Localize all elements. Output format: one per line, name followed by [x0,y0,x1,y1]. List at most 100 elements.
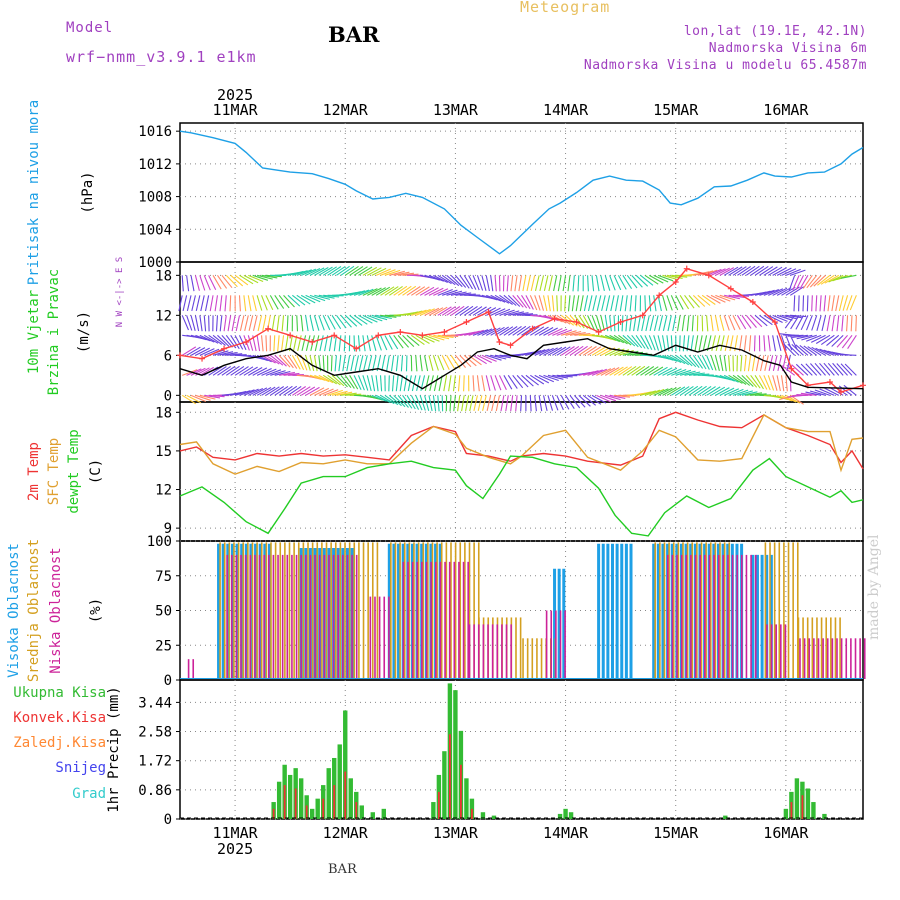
wind-arrow [621,315,624,332]
wind-arrow [203,315,207,332]
precip-legend-item: Zaledj.Kisa [13,735,106,751]
precip-total-bar [557,813,563,819]
wind-arrow [296,386,311,396]
gust-line-marker [419,332,426,339]
wind-arrow [556,329,572,336]
wind-arrow [226,353,243,356]
wind-arrow [318,388,334,396]
wind-arrow [653,315,659,332]
wind-arrow [346,355,351,372]
wind-arrow [286,315,289,332]
wind-arrow [424,375,430,392]
wind-arrow [300,315,304,332]
wind-arrow [428,274,445,282]
wind-arrow [507,375,518,389]
wind-arrow [604,275,611,291]
y-axis-label: (m/s) [76,311,92,353]
wind-arrow [446,306,461,316]
wind-arrow [530,275,536,292]
wind-arrow [556,346,571,356]
wind-arrow [805,391,822,396]
wind-arrow [565,330,582,336]
wind-arrow [759,314,773,326]
wind-arrow [215,315,219,332]
wind-arrow [768,288,784,296]
wind-arrow [648,295,652,312]
x-tick-label-top: 15MAR [653,101,699,119]
wind-arrow [252,367,268,376]
wind-arrow [693,385,707,396]
wind-arrow [675,369,692,376]
wind-arrow [371,335,377,351]
wind-arrow [666,386,681,396]
wind-arrow [239,389,255,396]
wind-arrow [747,355,752,372]
wind-arrow [772,314,788,322]
wind-arrow [353,266,368,276]
wind-arrow [786,355,791,372]
wind-arrow [701,386,716,396]
wind-arrow [331,374,345,387]
wind-arrow [835,295,840,312]
wind-arrow [230,365,245,376]
wind-arrow [671,386,686,396]
wind-arrow [591,315,599,331]
wind-arrow [455,305,469,316]
wind-arrow [271,315,276,332]
wind-arrow [331,265,346,276]
wind-arrow [644,274,659,285]
wind-arrow [314,387,330,396]
wind-arrow [538,327,554,336]
precip-total-bar [315,798,320,819]
wind-arrow [204,394,221,399]
wind-arrow [763,335,766,352]
precip-total-bar [491,815,497,819]
wind-arrow [505,395,509,412]
wind-arrow [330,355,333,372]
wind-arrow [265,386,280,396]
wind-arrow [406,286,421,296]
wind-arrow [802,275,813,289]
wind-arrow [525,374,539,386]
wind-arrow [300,294,316,304]
wind-arrow [406,334,420,347]
wind-arrow [711,335,716,352]
wind-arrow [415,286,430,296]
precip-conv-bar [272,808,275,819]
wind-arrow [715,387,730,396]
wind-arrow [776,335,782,352]
wind-arrow [349,314,363,326]
wind-arrow [738,335,743,352]
wind-arrow [569,331,586,336]
wind-arrow [662,387,677,396]
wind-arrow [367,267,382,276]
wind-arrow [371,394,387,402]
wind-arrow [231,315,236,332]
wind-arrow [204,348,220,356]
wind-arrow [446,355,456,370]
wind-arrow [284,335,289,352]
gust-line-marker [353,345,360,352]
wind-arrow [622,365,637,376]
wind-arrow [596,295,602,312]
wind-arrow [697,385,712,396]
wind-arrow [477,395,483,412]
wind-arrow [428,334,445,341]
gust-line-marker [496,339,503,345]
wind-arrow [375,286,391,296]
wind-arrow [694,335,699,352]
wind-arrow [732,389,749,396]
gust-line-marker [860,382,866,389]
wind-arrow [490,294,506,303]
wind-arrow [557,275,562,292]
wind-arrow [850,315,853,332]
wind-arrow [641,315,646,332]
wind-arrow [613,394,630,398]
precip-conv-bar [333,785,336,819]
wind-arrow [314,335,320,352]
wind-arrow [572,275,575,292]
wind-arrow [644,295,647,312]
wind-arrow [314,267,329,276]
wind-arrow [697,294,711,306]
precip-total-bar [359,805,364,819]
